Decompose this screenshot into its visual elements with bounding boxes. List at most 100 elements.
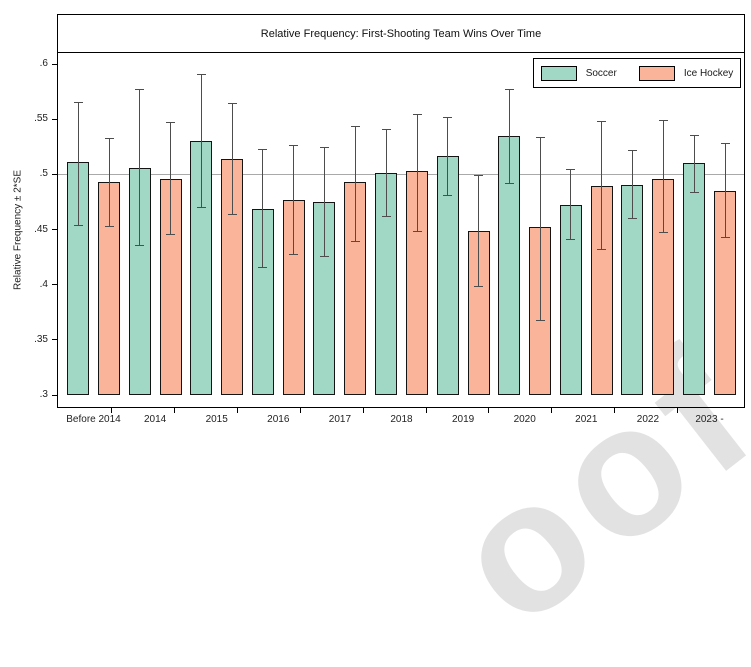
error-bar-cap-bottom [351,241,360,242]
x-axis-tick [677,407,678,413]
error-bar [694,135,695,192]
legend-entry-ice-hockey: Ice Hockey [639,66,733,81]
error-bar [478,175,479,285]
x-axis-tick [111,407,112,413]
error-bar [201,74,202,208]
error-bar [324,147,325,256]
error-bar [417,114,418,231]
error-bar [109,138,110,226]
legend-swatch [541,66,577,81]
legend-label: Soccer [586,68,617,79]
error-bar-cap-top [166,122,175,123]
error-bar-cap-bottom [566,239,575,240]
error-bar-cap-top [382,129,391,130]
error-bar-cap-top [351,126,360,127]
error-bar-cap-top [721,143,730,144]
error-bar [663,120,664,231]
error-bar-cap-bottom [413,231,422,232]
error-bar-cap-bottom [166,234,175,235]
y-axis-tick-label: .4 [16,279,48,290]
error-bar [570,169,571,240]
error-bar [540,137,541,320]
y-axis-tick [52,284,58,285]
x-axis-tick [551,407,552,413]
error-bar-cap-bottom [135,245,144,246]
error-bar-cap-bottom [74,225,83,226]
error-bar [139,89,140,245]
error-bar-cap-top [228,103,237,104]
error-bar-cap-top [597,121,606,122]
chart-title: Relative Frequency: First-Shooting Team … [58,15,744,53]
error-bar-cap-top [413,114,422,115]
legend-swatch [639,66,675,81]
reference-line-0-5 [58,174,744,175]
y-axis-tick-label: .6 [16,58,48,69]
error-bar [293,145,294,254]
x-axis-tick [300,407,301,413]
error-bar [447,117,448,195]
error-bar-cap-top [105,138,114,139]
error-bar-cap-bottom [721,237,730,238]
error-bar-cap-bottom [320,256,329,257]
error-bar-cap-top [74,102,83,103]
error-bar-cap-top [443,117,452,118]
error-bar-cap-top [690,135,699,136]
y-axis-tick-label: .45 [16,224,48,235]
y-axis-tick-label: .35 [16,334,48,345]
legend-entry-soccer: Soccer [541,66,617,81]
error-bar-cap-bottom [289,254,298,255]
x-axis-tick [237,407,238,413]
y-axis-tick [52,119,58,120]
bar-soccer [683,163,705,395]
x-axis-tick [174,407,175,413]
y-axis-tick [52,64,58,65]
error-bar-cap-top [474,175,483,176]
error-bar-cap-bottom [105,226,114,227]
error-bar [262,149,263,267]
y-axis-tick [52,339,58,340]
error-bar-cap-bottom [690,192,699,193]
error-bar-cap-bottom [228,214,237,215]
error-bar [386,129,387,216]
error-bar [355,126,356,241]
x-axis-tick [488,407,489,413]
error-bar [78,102,79,226]
y-axis-tick-label: .3 [16,389,48,400]
y-axis-tick-label: .55 [16,113,48,124]
x-axis-category-label: 2023 - [668,414,751,425]
error-bar-cap-top [659,120,668,121]
error-bar-cap-top [320,147,329,148]
error-bar [170,122,171,233]
figure-canvas: { "figure": { "watermark_text": "oof" },… [0,0,751,435]
error-bar-cap-bottom [443,195,452,196]
error-bar-cap-bottom [628,218,637,219]
error-bar-cap-bottom [536,320,545,321]
error-bar-cap-top [135,89,144,90]
error-bar-cap-top [258,149,267,150]
plot-frame: Relative Frequency: First-Shooting Team … [57,14,745,408]
error-bar-cap-bottom [597,249,606,250]
error-bar-cap-bottom [197,207,206,208]
error-bar [509,89,510,183]
error-bar-cap-top [536,137,545,138]
error-bar-cap-top [197,74,206,75]
legend: Soccer Ice Hockey [533,58,741,88]
error-bar-cap-top [628,150,637,151]
legend-label: Ice Hockey [684,68,733,79]
error-bar [232,103,233,214]
y-axis-tick-label: .5 [16,168,48,179]
x-axis-tick [614,407,615,413]
error-bar-cap-top [289,145,298,146]
error-bar [601,121,602,249]
error-bar-cap-top [505,89,514,90]
error-bar-cap-bottom [258,267,267,268]
error-bar-cap-bottom [659,232,668,233]
x-axis-tick [363,407,364,413]
error-bar-cap-bottom [505,183,514,184]
y-axis-tick [52,229,58,230]
error-bar-cap-top [566,169,575,170]
error-bar [725,143,726,237]
error-bar [632,150,633,218]
x-axis-tick [426,407,427,413]
error-bar-cap-bottom [382,216,391,217]
